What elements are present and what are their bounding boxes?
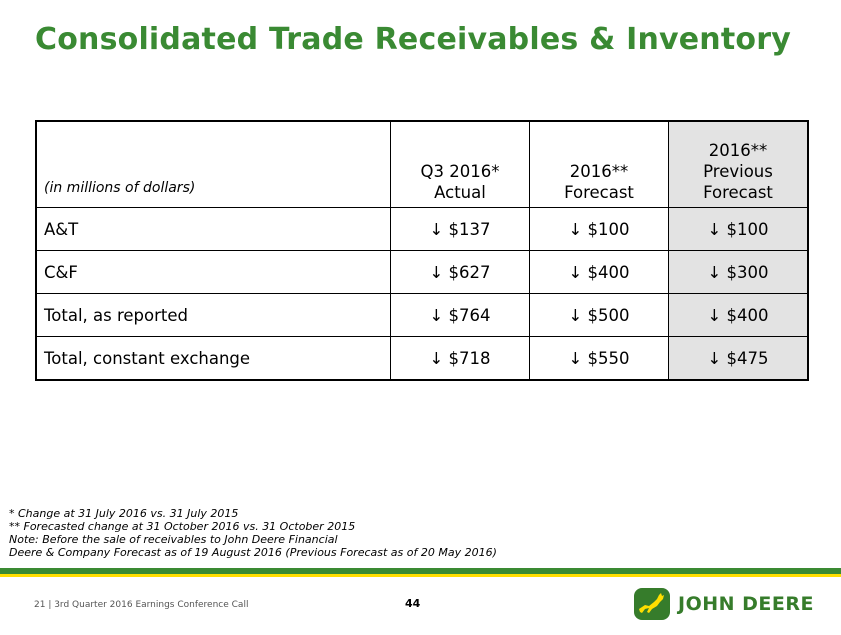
- cell-q3-actual: ↓ $718: [390, 336, 530, 381]
- row-label: C&F: [35, 250, 391, 294]
- footnote: Deere & Company Forecast as of 19 August…: [9, 546, 497, 559]
- row-label: Total, as reported: [35, 293, 391, 337]
- header-line: Q3 2016*: [420, 162, 500, 181]
- footnote: ** Forecasted change at 31 October 2016 …: [9, 520, 356, 533]
- footnote: Note: Before the sale of receivables to …: [9, 533, 338, 546]
- header-2016-forecast: 2016** Forecast: [529, 120, 669, 208]
- table-row: C&F ↓ $627 ↓ $400 ↓ $300: [35, 250, 809, 294]
- footer-caption: 21 | 3rd Quarter 2016 Earnings Conferenc…: [34, 600, 249, 610]
- cell-previous-forecast: ↓ $475: [668, 336, 809, 381]
- header-line: 2016**: [708, 141, 768, 160]
- page-number: 44: [405, 597, 421, 610]
- units-label: (in millions of dollars): [35, 120, 391, 208]
- cell-previous-forecast: ↓ $100: [668, 207, 809, 251]
- row-label: A&T: [35, 207, 391, 251]
- header-line: 2016**: [569, 162, 629, 181]
- row-label: Total, constant exchange: [35, 336, 391, 381]
- cell-q3-actual: ↓ $137: [390, 207, 530, 251]
- table-row: Total, constant exchange ↓ $718 ↓ $550 ↓…: [35, 336, 809, 381]
- footer-yellow-rule: [0, 574, 841, 577]
- cell-previous-forecast: ↓ $400: [668, 293, 809, 337]
- cell-forecast: ↓ $550: [529, 336, 669, 381]
- cell-forecast: ↓ $100: [529, 207, 669, 251]
- john-deere-logo: JOHN DEERE: [634, 588, 814, 620]
- table-row: A&T ↓ $137 ↓ $100 ↓ $100: [35, 207, 809, 251]
- header-q3-actual: Q3 2016* Actual: [390, 120, 530, 208]
- header-line: Actual: [434, 183, 486, 202]
- cell-q3-actual: ↓ $627: [390, 250, 530, 294]
- brand-wordmark: JOHN DEERE: [678, 593, 814, 615]
- cell-forecast: ↓ $400: [529, 250, 669, 294]
- table-row: Total, as reported ↓ $764 ↓ $500 ↓ $400: [35, 293, 809, 337]
- header-line: Previous: [703, 162, 773, 181]
- cell-previous-forecast: ↓ $300: [668, 250, 809, 294]
- cell-q3-actual: ↓ $764: [390, 293, 530, 337]
- receivables-table: (in millions of dollars) Q3 2016* Actual…: [35, 120, 809, 381]
- footer-green-rule: [0, 568, 841, 574]
- footnotes: * Change at 31 July 2016 vs. 31 July 201…: [9, 507, 497, 559]
- header-previous-forecast: 2016** Previous Forecast: [668, 120, 809, 208]
- cell-forecast: ↓ $500: [529, 293, 669, 337]
- page-title: Consolidated Trade Receivables & Invento…: [35, 22, 791, 57]
- leaping-deer-icon: [634, 588, 670, 620]
- footnote: * Change at 31 July 2016 vs. 31 July 201…: [9, 507, 239, 520]
- header-line: Forecast: [703, 183, 773, 202]
- table-header-row: (in millions of dollars) Q3 2016* Actual…: [35, 120, 809, 208]
- header-line: Forecast: [564, 183, 634, 202]
